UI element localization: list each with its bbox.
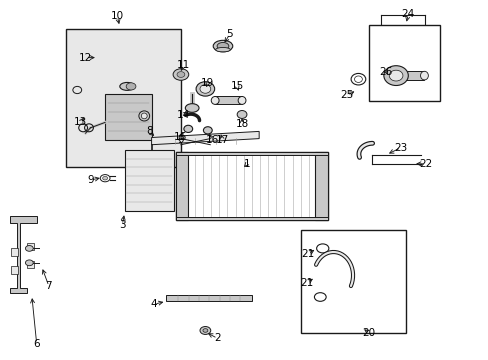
Bar [66, 29, 181, 167]
Ellipse shape [211, 96, 219, 104]
Bar [315, 152, 327, 220]
Circle shape [25, 260, 33, 266]
Text: 7: 7 [45, 281, 52, 291]
Text: 1: 1 [243, 159, 250, 169]
Text: 20: 20 [362, 328, 375, 338]
Text: 23: 23 [393, 143, 407, 153]
Ellipse shape [215, 48, 230, 52]
Bar [368, 25, 439, 101]
Bar [27, 243, 34, 250]
Ellipse shape [185, 104, 199, 112]
Text: 10: 10 [111, 11, 123, 21]
Ellipse shape [388, 70, 402, 81]
Bar [11, 248, 18, 256]
Ellipse shape [141, 113, 147, 119]
Text: 9: 9 [177, 135, 184, 145]
Text: 16: 16 [205, 135, 219, 145]
Text: 21: 21 [300, 278, 313, 288]
Bar [404, 71, 424, 80]
Bar [176, 152, 188, 220]
Ellipse shape [217, 42, 228, 50]
Text: 22: 22 [418, 159, 431, 169]
Text: 11: 11 [176, 60, 190, 70]
Ellipse shape [120, 82, 134, 90]
Bar [166, 295, 251, 301]
Bar [176, 152, 327, 155]
Bar [105, 94, 151, 140]
Bar [124, 150, 173, 211]
Text: 24: 24 [401, 9, 414, 19]
Ellipse shape [139, 111, 149, 121]
Ellipse shape [237, 111, 246, 118]
Bar [11, 266, 18, 274]
Ellipse shape [420, 71, 427, 80]
Circle shape [102, 176, 107, 180]
Ellipse shape [183, 125, 192, 132]
Circle shape [100, 175, 110, 182]
Text: 16: 16 [174, 132, 187, 142]
Circle shape [177, 72, 184, 77]
Circle shape [25, 246, 33, 251]
Circle shape [126, 83, 136, 90]
Text: 13: 13 [74, 117, 87, 127]
Text: 25: 25 [340, 90, 353, 100]
Text: 6: 6 [33, 339, 40, 349]
Bar [176, 152, 327, 220]
Text: 17: 17 [215, 135, 229, 145]
Ellipse shape [196, 82, 214, 96]
Text: 3: 3 [119, 220, 125, 230]
Text: 9: 9 [87, 175, 94, 185]
Text: 12: 12 [79, 53, 92, 63]
Text: 15: 15 [230, 81, 244, 91]
Ellipse shape [383, 66, 407, 85]
Ellipse shape [200, 85, 210, 93]
Ellipse shape [213, 40, 232, 52]
Text: 4: 4 [150, 299, 157, 309]
Text: 2: 2 [214, 333, 221, 343]
Bar [215, 96, 242, 104]
Ellipse shape [203, 127, 212, 134]
Bar [27, 261, 34, 268]
Text: 26: 26 [379, 67, 392, 77]
Ellipse shape [238, 96, 245, 104]
Text: 18: 18 [235, 119, 248, 129]
Polygon shape [151, 131, 259, 145]
Ellipse shape [200, 327, 210, 334]
Text: 21: 21 [301, 249, 314, 259]
Text: 14: 14 [176, 110, 190, 120]
Ellipse shape [203, 329, 207, 332]
Polygon shape [10, 216, 37, 293]
Text: 8: 8 [145, 126, 152, 136]
Circle shape [173, 69, 188, 80]
Bar [176, 217, 327, 220]
Text: 5: 5 [226, 29, 233, 39]
Text: 19: 19 [201, 78, 214, 88]
Bar [300, 230, 405, 333]
